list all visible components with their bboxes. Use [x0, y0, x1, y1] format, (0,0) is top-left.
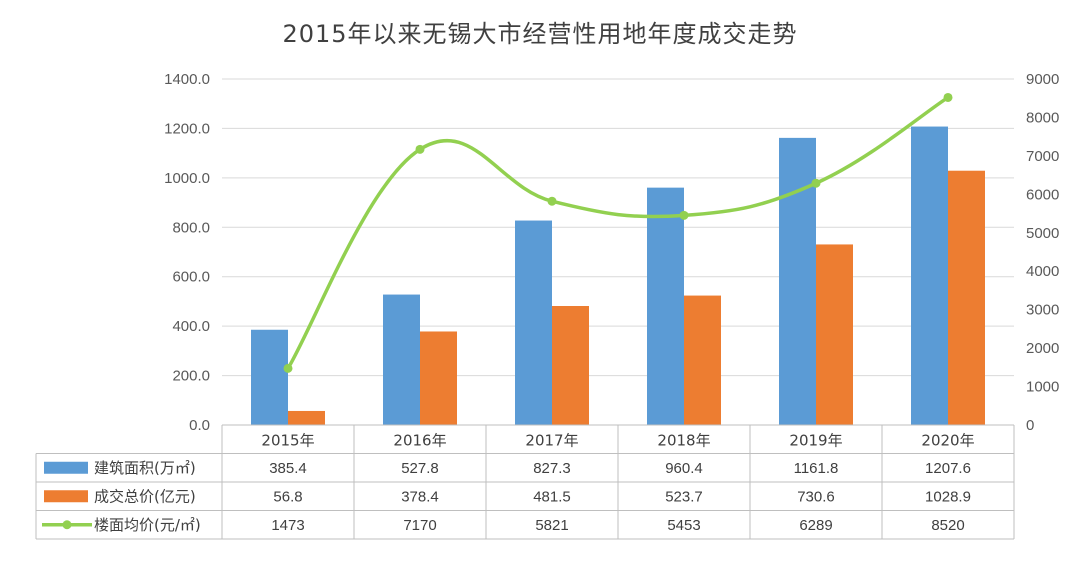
category-label: 2017年: [525, 431, 578, 449]
bar-total-price: [288, 410, 325, 425]
category-label: 2015年: [261, 431, 314, 449]
table-cell: 827.3: [533, 460, 571, 477]
gridlines: [222, 78, 1014, 426]
right-tick-label: 8000: [1026, 109, 1059, 126]
table-cell: 1028.9: [925, 488, 971, 505]
bar-total-price: [948, 170, 985, 425]
table-cell: 1473: [271, 517, 304, 534]
category-label: 2016年: [393, 431, 446, 449]
legend-label: 建筑面积(万㎡): [94, 459, 196, 477]
legend-label: 成交总价(亿元): [94, 487, 196, 505]
left-tick-label: 800.0: [172, 219, 210, 236]
right-tick-label: 1000: [1026, 379, 1059, 396]
table-cell: 1161.8: [794, 460, 839, 477]
bar-floor-area: [251, 329, 288, 425]
bar-total-price: [684, 295, 721, 425]
left-tick-label: 1000.0: [164, 170, 210, 187]
table-cell: 523.7: [665, 488, 703, 505]
legend-marker: [62, 520, 72, 530]
bar-total-price: [816, 244, 853, 425]
category-label: 2019年: [789, 431, 842, 449]
right-tick-label: 0: [1026, 417, 1034, 434]
line-point: [547, 196, 557, 206]
table-cell: 5821: [535, 517, 568, 534]
legend-label: 楼面均价(元/㎡): [94, 516, 201, 534]
left-tick-label: 400.0: [172, 318, 210, 335]
bar-floor-area: [911, 126, 948, 425]
table-cell: 5453: [667, 517, 700, 534]
line-point: [679, 210, 689, 220]
category-label: 2020年: [921, 431, 974, 449]
line-point: [943, 92, 953, 102]
right-axis: 0 1000 2000 3000 4000 5000 6000 7000 8000 9000: [1026, 71, 1059, 434]
line-avg-price: [286, 95, 949, 370]
table-cell: 730.6: [797, 488, 835, 505]
bar-floor-area: [383, 294, 420, 425]
line-point: [283, 363, 293, 373]
right-tick-label: 2000: [1026, 340, 1059, 357]
bars: [251, 126, 985, 425]
table-cell: 8520: [931, 517, 964, 534]
left-axis: 0.0 200.0 400.0 600.0 800.0 1000.0 1200.0 1400.…: [164, 71, 210, 434]
table-cell: 1207.6: [925, 460, 971, 477]
table-cell: 481.5: [533, 488, 571, 505]
left-tick-label: 0.0: [189, 417, 210, 434]
bar-floor-area: [647, 187, 684, 425]
table-cell: 7170: [403, 517, 436, 534]
category-label: 2018年: [657, 431, 710, 449]
left-tick-label: 1200.0: [164, 120, 210, 137]
line-point: [415, 144, 425, 154]
left-tick-label: 1400.0: [164, 71, 210, 88]
chart-title: 2015年以来无锡大市经营性用地年度成交走势: [282, 20, 798, 48]
table-cell: 6289: [799, 517, 832, 534]
legend-swatch: [44, 490, 88, 503]
table-cell: 385.4: [269, 460, 307, 477]
left-tick-label: 200.0: [172, 368, 210, 385]
right-tick-label: 4000: [1026, 263, 1059, 280]
left-tick-label: 600.0: [172, 269, 210, 286]
table-cell: 527.8: [401, 460, 439, 477]
bar-floor-area: [515, 220, 552, 425]
table-cell: 56.8: [273, 488, 302, 505]
right-tick-label: 3000: [1026, 302, 1059, 319]
table-cell: 960.4: [665, 460, 703, 477]
right-tick-label: 5000: [1026, 225, 1059, 242]
legend-swatch: [44, 461, 88, 474]
line-series: [283, 92, 953, 373]
bar-total-price: [420, 331, 457, 425]
right-tick-label: 9000: [1026, 71, 1059, 88]
right-tick-label: 6000: [1026, 186, 1059, 203]
bar-total-price: [552, 306, 589, 425]
line-point: [811, 178, 821, 188]
bar-floor-area: [779, 137, 816, 425]
right-tick-label: 7000: [1026, 148, 1059, 165]
table-cell: 378.4: [401, 488, 439, 505]
